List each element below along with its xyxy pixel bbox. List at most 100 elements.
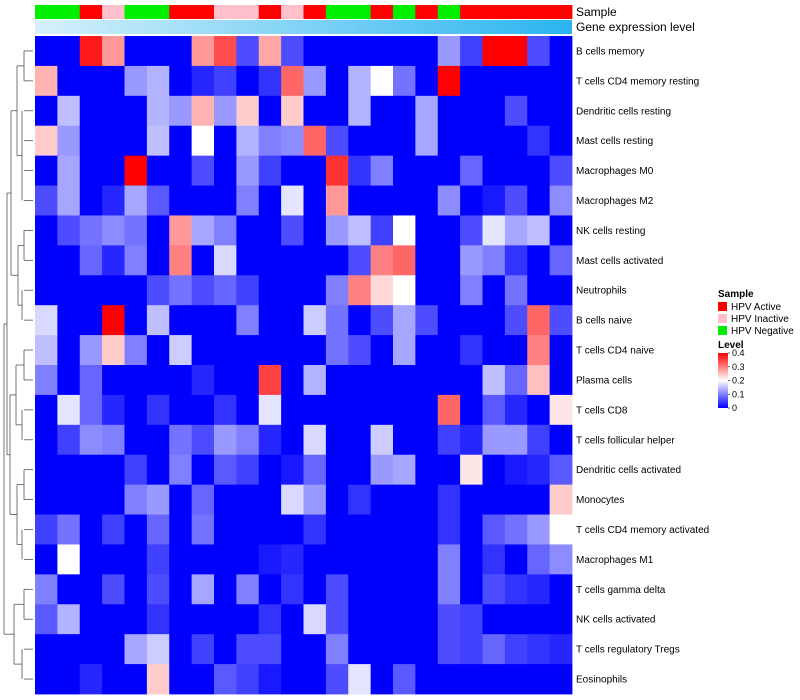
heatmap-cell [303,305,327,336]
heatmap-cell [169,424,193,456]
row-label: T cells regulatory Tregs [576,645,680,656]
heatmap-cell [236,305,260,336]
heatmap-cell [549,335,573,366]
heatmap-cell [79,484,103,515]
heatmap-cell [191,125,215,157]
heatmap-cell [549,634,573,665]
heatmap-cell [124,335,148,366]
heatmap-cell [146,394,170,426]
row-label: Dendritic cells activated [576,465,681,476]
heatmap-cell [124,365,148,396]
heatmap-cell [35,484,58,515]
heatmap-cell [437,36,461,67]
heatmap-cell [79,215,103,246]
heatmap-cell [549,544,573,575]
heatmap-cell [258,95,282,127]
row-label: Mast cells activated [576,256,663,267]
heatmap-cell [527,664,551,695]
heatmap-cell [527,95,551,127]
level-legend-tick-label: 0.1 [732,389,745,399]
heatmap-cell [460,125,483,157]
row-dendrogram [3,50,33,680]
heatmap-cell [303,604,327,635]
heatmap-cell [57,634,81,665]
heatmap-cell [527,185,551,216]
heatmap-cell [57,574,81,605]
heatmap-cell [281,185,304,216]
heatmap-cell [79,365,103,396]
row-label: NK cells activated [576,615,655,626]
heatmap-cell [460,155,483,186]
heatmap-cell [169,215,193,246]
heatmap-cell [348,664,372,695]
sample-legend-swatch [718,326,727,335]
heatmap-cell [214,604,237,635]
heatmap-cell [370,185,394,216]
heatmap-cell [214,275,237,306]
heatmap-cell [527,514,551,545]
heatmap-cell [236,634,260,665]
heatmap-cell [214,335,237,366]
sample-annotation-cell [102,5,125,19]
heatmap-cell [169,634,193,665]
heatmap-cell [102,95,125,127]
heatmap-cell [57,185,81,216]
heatmap-cell [191,305,215,336]
heatmap-cell [79,664,103,695]
heatmap-cell [35,305,58,336]
heatmap-cell [504,484,528,515]
heatmap-cell [281,245,304,276]
heatmap-cell [102,664,125,695]
heatmap-cell [303,36,327,67]
heatmap-cell [214,394,237,426]
heatmap-cell [169,155,193,186]
sample-annotation-cell [460,5,483,19]
heatmap-cell [57,394,81,426]
heatmap-cell [437,484,461,515]
row-label: T cells CD8 [576,405,628,416]
heatmap-cell [482,185,506,216]
heatmap-cell [214,155,237,186]
heatmap-cell [191,65,215,97]
heatmap-cell [549,394,573,426]
heatmap-cell [214,305,237,336]
heatmap-cell [370,65,394,97]
heatmap-cell [258,155,282,186]
heatmap-cell [482,634,506,665]
heatmap-cell [482,574,506,605]
row-label: T cells CD4 naive [576,346,655,357]
row-label: T cells gamma delta [576,585,666,596]
heatmap-cell [527,634,551,665]
heatmap-cell [348,95,372,127]
heatmap-cell [57,424,81,456]
heatmap-cell [124,65,148,97]
heatmap-cell [35,664,58,695]
heatmap-cell [191,544,215,575]
heatmap-cell [35,155,58,186]
sample-annotation-cell [281,5,304,19]
heatmap-cell [325,36,349,67]
heatmap-cell [258,634,282,665]
heatmap-cell [549,664,573,695]
heatmap-cell [35,36,58,67]
heatmap-cell [236,95,260,127]
heatmap-cell [393,95,416,127]
heatmap-cell [102,634,125,665]
heatmap-cell [325,305,349,336]
heatmap-cell [57,215,81,246]
sample-annotation-cell [214,5,237,19]
heatmap-cell [236,185,260,216]
heatmap-cell [549,65,573,97]
heatmap-cell [348,604,372,635]
heatmap-cell [393,215,416,246]
heatmap-cell [124,155,148,186]
heatmap-cell [124,245,148,276]
heatmap-cell [169,544,193,575]
heatmap-cell [214,634,237,665]
heatmap-cell [258,275,282,306]
heatmap-cell [124,305,148,336]
sample-annotation-cell [437,5,461,19]
heatmap-cell [393,664,416,695]
sample-annotation-cell [35,5,58,19]
heatmap-cell [504,125,528,157]
